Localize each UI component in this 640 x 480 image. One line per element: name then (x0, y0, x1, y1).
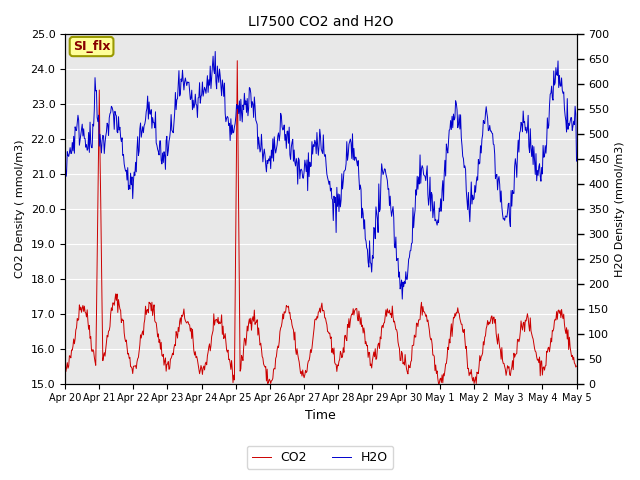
CO2 (61, 366, 69, 372)
CO2 (573, 363, 580, 369)
H2O (61, 156, 69, 162)
Y-axis label: H2O Density (mmol/m3): H2O Density (mmol/m3) (615, 141, 625, 277)
Title: LI7500 CO2 and H2O: LI7500 CO2 and H2O (248, 15, 394, 29)
CO2 (70, 341, 78, 347)
H2O (573, 158, 580, 164)
CO2 (264, 381, 272, 386)
H2O (399, 296, 406, 302)
Line: H2O: H2O (65, 51, 577, 299)
H2O (123, 177, 131, 183)
H2O (211, 48, 219, 54)
CO2 (175, 329, 183, 335)
H2O (383, 178, 391, 183)
H2O (399, 279, 407, 285)
X-axis label: Time: Time (305, 409, 336, 422)
CO2 (202, 360, 210, 365)
Text: SI_flx: SI_flx (73, 40, 110, 53)
CO2 (384, 310, 392, 315)
Y-axis label: CO2 Density ( mmol/m3): CO2 Density ( mmol/m3) (15, 140, 25, 278)
CO2 (399, 361, 407, 367)
CO2 (123, 344, 131, 349)
H2O (70, 150, 78, 156)
Line: CO2: CO2 (65, 60, 577, 384)
Legend: CO2, H2O: CO2, H2O (247, 446, 393, 469)
CO2 (234, 58, 241, 63)
H2O (202, 90, 210, 96)
H2O (175, 68, 183, 73)
